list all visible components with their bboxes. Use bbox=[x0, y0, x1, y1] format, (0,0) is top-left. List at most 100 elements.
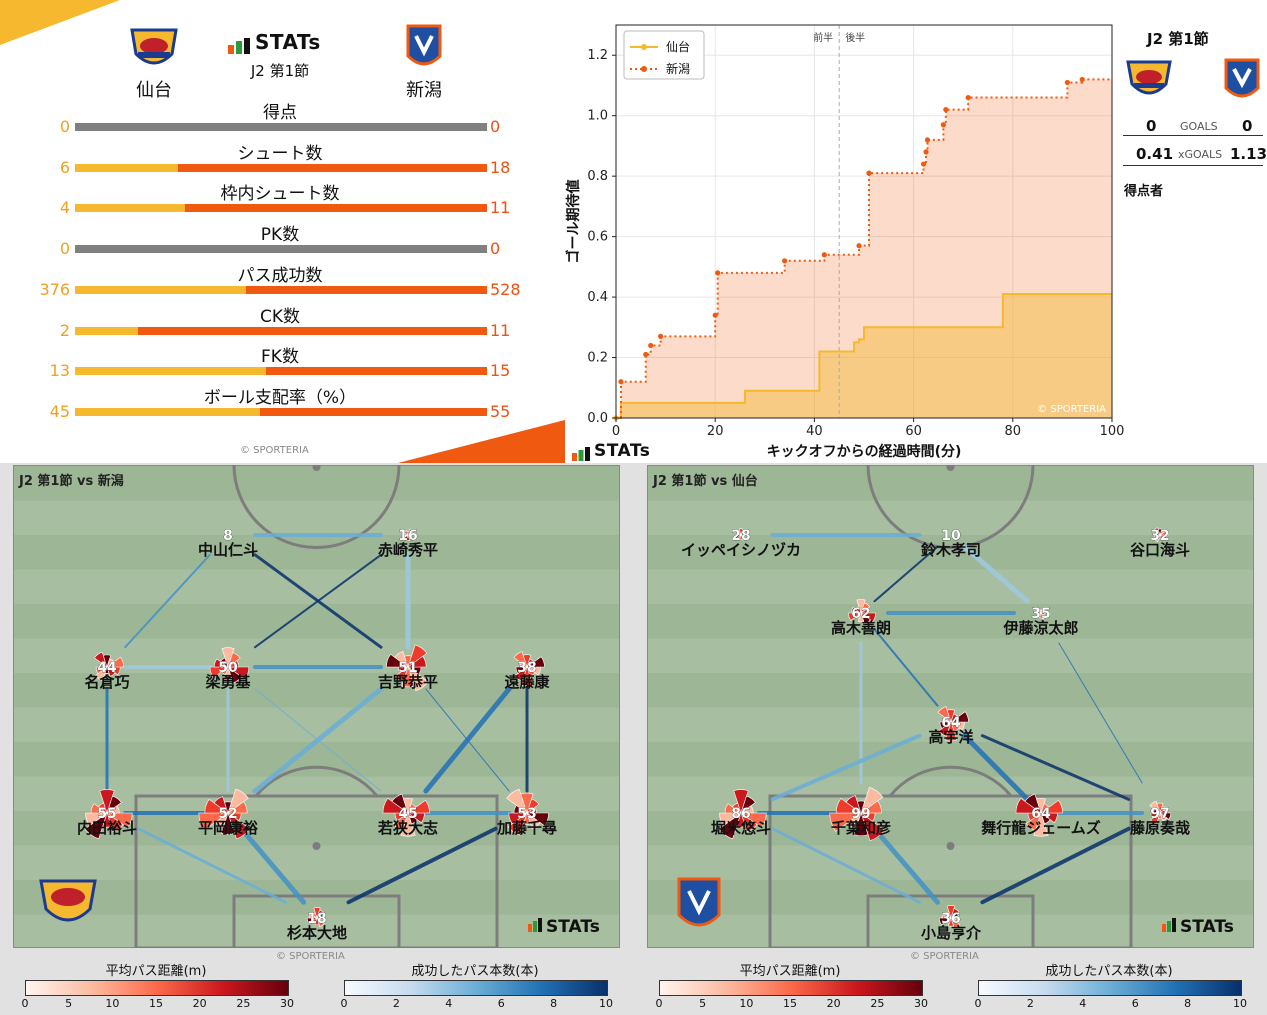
pass-distance-wedge bbox=[227, 788, 249, 814]
corner-decor-yellow bbox=[0, 0, 120, 45]
vegalta-crest-icon bbox=[51, 888, 85, 906]
pass-distance-wedge bbox=[90, 803, 108, 814]
colorbar-tick-label: 8 bbox=[550, 997, 558, 1010]
xg-point-away bbox=[924, 137, 931, 143]
pass-distance-wedge bbox=[386, 653, 409, 668]
pass-arrow bbox=[873, 628, 939, 707]
pass-arrow bbox=[771, 827, 921, 904]
y-tick-label: 0.2 bbox=[587, 351, 608, 366]
pass-distance-wedge bbox=[860, 612, 876, 623]
pass-distance-wedge bbox=[526, 798, 540, 814]
pass-map-stats-logo: STATs bbox=[1180, 917, 1234, 937]
player-number: 52 bbox=[218, 806, 237, 822]
player-number: 8 bbox=[223, 528, 233, 544]
pass-distance-wedge bbox=[209, 666, 229, 678]
pitch-copyright-right: © SPORTERIA bbox=[910, 951, 979, 962]
pass-distance-wedge bbox=[1025, 812, 1042, 831]
stat-bar-away bbox=[178, 163, 487, 172]
legend-label: 仙台 bbox=[666, 39, 690, 54]
pass-distance-wedge bbox=[204, 798, 229, 814]
x-tick-label: 60 bbox=[905, 424, 922, 439]
pass-arrow bbox=[137, 827, 287, 904]
pass-distance-wedge bbox=[860, 602, 870, 614]
pass-distance-wedge bbox=[227, 652, 241, 668]
player-name: 高木善朗 bbox=[831, 619, 891, 637]
away-stat-value: 18 bbox=[490, 157, 511, 177]
y-tick-label: 1.2 bbox=[587, 48, 608, 63]
pass-distance-wedge bbox=[306, 917, 318, 925]
colorbar-tick-label: 30 bbox=[280, 997, 294, 1010]
pass-distance-wedge bbox=[857, 612, 865, 622]
pass-distance-wedge bbox=[1150, 812, 1161, 819]
pass-distance-wedge bbox=[514, 666, 528, 682]
player-name: 高宇洋 bbox=[928, 728, 973, 746]
pass-distance-wedge bbox=[1153, 534, 1161, 543]
pitch-stripe bbox=[648, 466, 1253, 501]
away-stat-value: 55 bbox=[490, 401, 511, 421]
pass-distance-wedge bbox=[740, 812, 758, 833]
pass-distance-wedge bbox=[513, 651, 528, 668]
centre-circle bbox=[232, 465, 401, 549]
centre-spot bbox=[312, 465, 321, 471]
player-name: 鈴木孝司 bbox=[921, 541, 981, 559]
home-stat-value: 0 bbox=[59, 117, 70, 136]
xg-point-away bbox=[940, 122, 946, 128]
pass-distance-wedge bbox=[526, 812, 549, 827]
player-number: 36 bbox=[941, 911, 960, 927]
pass-distance-wedge bbox=[1040, 799, 1063, 814]
player-name: 堀米悠斗 bbox=[711, 819, 771, 837]
stat-bar-away bbox=[138, 326, 487, 335]
pass-distance-wedge bbox=[221, 647, 235, 668]
pass-distance-wedge bbox=[938, 721, 952, 737]
albirex-crest-icon bbox=[677, 877, 721, 927]
colorbar-tick-label: 30 bbox=[914, 997, 928, 1010]
player-number: 64 bbox=[1031, 806, 1051, 822]
albirex-crest-icon bbox=[687, 890, 711, 916]
colorbar-tick-label: 25 bbox=[870, 997, 885, 1010]
xg-area-home bbox=[616, 294, 1112, 418]
player-name: 赤崎秀平 bbox=[378, 541, 438, 559]
pass-distance-wedge bbox=[106, 666, 116, 677]
pass-distance-wedge bbox=[106, 812, 124, 833]
stat-bar-home bbox=[75, 285, 247, 294]
player-number: 55 bbox=[97, 806, 116, 822]
stat-label: 枠内シュート数 bbox=[220, 184, 340, 205]
xg-point-away bbox=[715, 270, 721, 276]
player-name: 若狭大志 bbox=[377, 819, 438, 837]
pass-distance-wedge bbox=[856, 599, 866, 614]
pass-distance-wedge bbox=[395, 666, 409, 682]
pass-distance-wedge bbox=[520, 792, 534, 814]
player-number: 62 bbox=[851, 606, 870, 622]
colorbar-tick-label: 20 bbox=[192, 997, 207, 1010]
pass-distance-wedge bbox=[946, 905, 956, 919]
stat-bar-home bbox=[75, 163, 178, 172]
player-number: 50 bbox=[218, 660, 238, 676]
home-stat-value: 6 bbox=[59, 157, 70, 177]
pass-distance-wedge bbox=[950, 711, 969, 723]
y-tick-label: 0.6 bbox=[587, 230, 608, 245]
player-number: 10 bbox=[941, 528, 961, 544]
pass-distance-wedge bbox=[946, 709, 956, 723]
pass-arrow bbox=[873, 545, 939, 603]
pass-distance-wedge bbox=[950, 913, 959, 919]
pass-distance-wedge bbox=[221, 812, 235, 835]
pass-distance-wedge bbox=[316, 913, 324, 919]
home-stat-value: 2 bbox=[59, 320, 70, 340]
pass-distance-wedge bbox=[939, 721, 952, 729]
pass-distance-wedge bbox=[314, 917, 320, 926]
player-name: 舞行龍ジェームズ bbox=[981, 819, 1101, 837]
home-stat-value: 4 bbox=[59, 198, 70, 218]
colorbar-tick-label: 0 bbox=[340, 997, 348, 1010]
home-goals: 0 bbox=[1146, 117, 1157, 135]
penalty-spot bbox=[312, 842, 321, 850]
xg-divider-1 bbox=[1123, 135, 1263, 136]
pass-distance-wedge bbox=[394, 650, 409, 668]
legend-label: 新潟 bbox=[666, 61, 690, 76]
